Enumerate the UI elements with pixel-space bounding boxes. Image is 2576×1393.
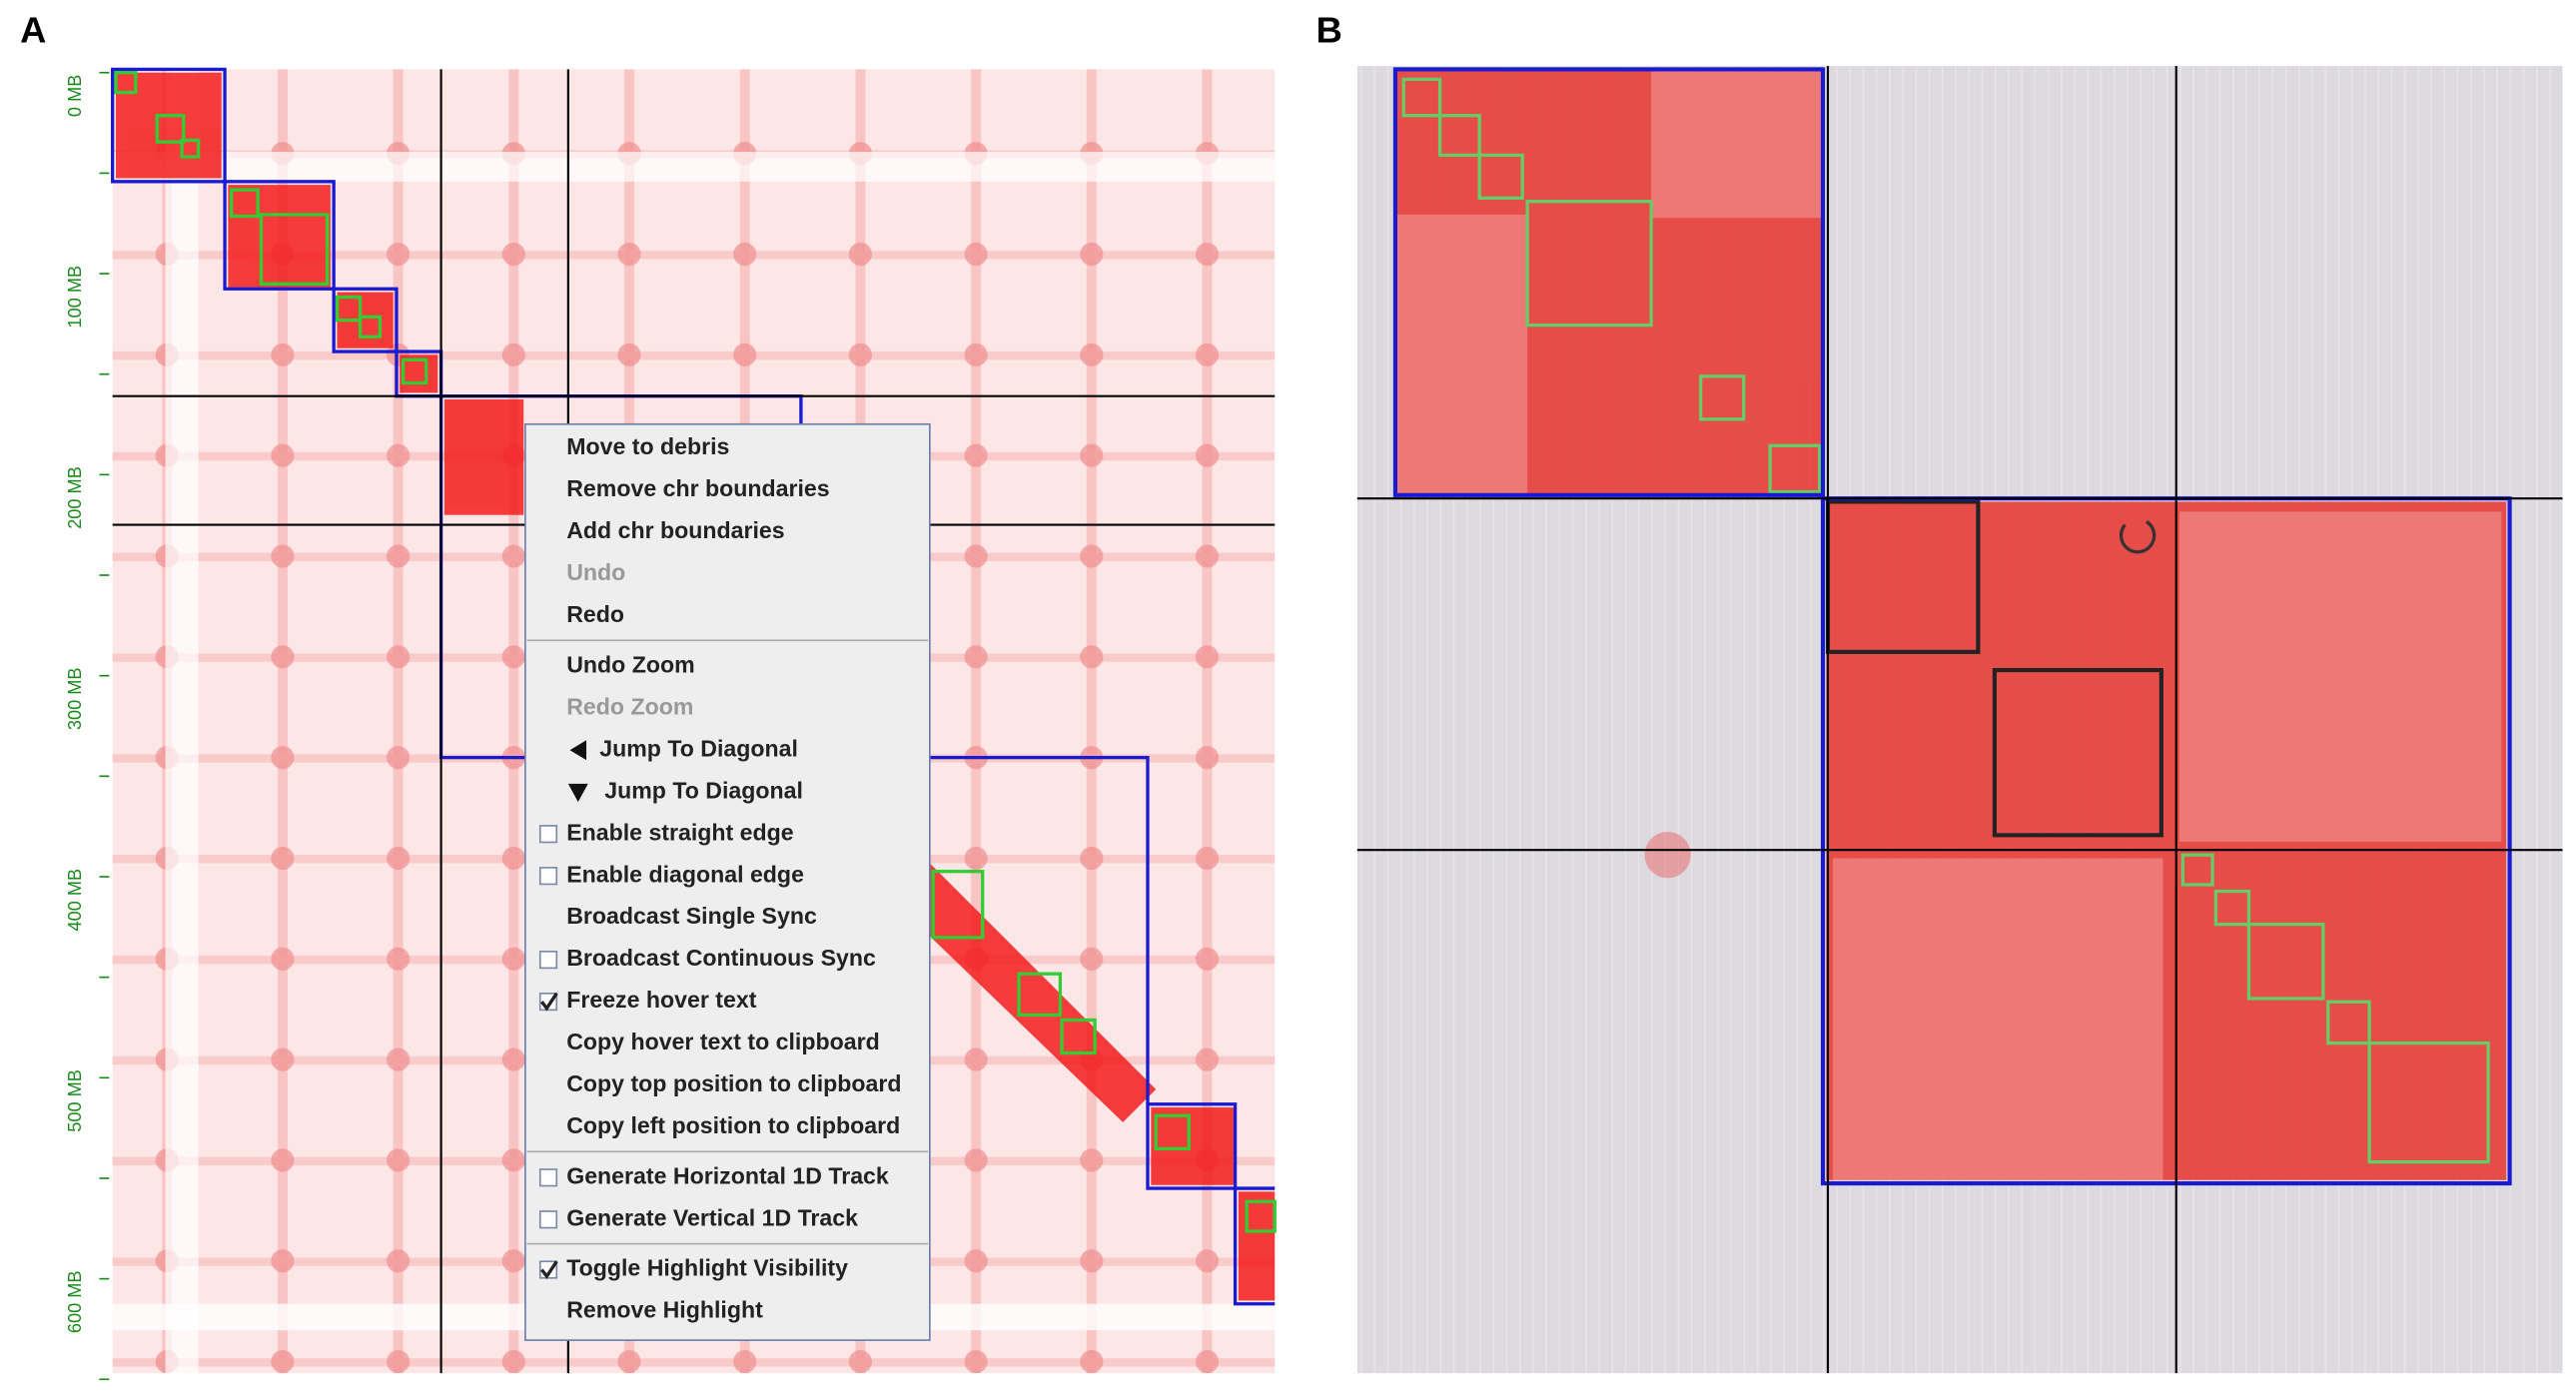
menu-item[interactable]: Jump To Diagonal: [527, 771, 929, 813]
menu-item[interactable]: Enable diagonal edge: [527, 855, 929, 897]
axis-label: 200 MB: [65, 466, 85, 529]
menu-item-label[interactable]: Jump To Diagonal: [599, 735, 798, 761]
menu-item-label[interactable]: Freeze hover text: [566, 987, 757, 1013]
checkbox[interactable]: [538, 1210, 558, 1229]
menu-item[interactable]: Undo: [527, 553, 929, 595]
menu-item[interactable]: Generate Horizontal 1D Track: [527, 1156, 929, 1198]
menu-item-label[interactable]: Redo: [566, 601, 624, 627]
menu-item-label[interactable]: Generate Horizontal 1D Track: [566, 1162, 889, 1188]
axis-label: 500 MB: [65, 1069, 85, 1132]
menu-item-label[interactable]: Broadcast Continuous Sync: [566, 945, 876, 971]
menu-item-label[interactable]: Copy hover text to clipboard: [566, 1029, 880, 1054]
panel-label: B: [1316, 10, 1342, 51]
menu-item[interactable]: Copy hover text to clipboard: [527, 1023, 929, 1064]
menu-item[interactable]: Redo: [527, 595, 929, 637]
checkbox[interactable]: [538, 825, 558, 844]
axis-label: 400 MB: [65, 869, 85, 932]
menu-item[interactable]: Freeze hover text: [527, 981, 929, 1023]
axis-label: 100 MB: [65, 266, 85, 329]
arrow-icon: [569, 740, 587, 761]
menu-item-label[interactable]: Generate Vertical 1D Track: [566, 1204, 858, 1230]
arrow-icon: [567, 783, 588, 803]
axis-label: 600 MB: [65, 1270, 85, 1333]
menu-item-label[interactable]: Move to debris: [566, 433, 729, 459]
menu-item-label[interactable]: Copy top position to clipboard: [566, 1070, 901, 1096]
menu-item-label[interactable]: Toggle Highlight Visibility: [566, 1255, 848, 1281]
menu-item[interactable]: Jump To Diagonal: [527, 729, 929, 771]
checkbox[interactable]: [538, 951, 558, 970]
checkbox[interactable]: [538, 867, 558, 886]
menu-item[interactable]: Move to debris: [527, 427, 929, 469]
menu-item-label[interactable]: Undo: [566, 559, 625, 585]
menu-item[interactable]: Generate Vertical 1D Track: [527, 1198, 929, 1240]
menu-item-label[interactable]: Enable straight edge: [566, 819, 794, 845]
menu-item[interactable]: Enable straight edge: [527, 813, 929, 855]
menu-item-label[interactable]: Add chr boundaries: [566, 517, 784, 543]
menu-item-label[interactable]: Jump To Diagonal: [604, 777, 803, 803]
checkmark[interactable]: [540, 1260, 558, 1280]
menu-item[interactable]: Copy top position to clipboard: [527, 1064, 929, 1106]
menu-item[interactable]: Broadcast Continuous Sync: [527, 939, 929, 981]
menu-item[interactable]: Broadcast Single Sync: [527, 897, 929, 939]
menu-item-label[interactable]: Redo Zoom: [566, 693, 693, 719]
menu-item[interactable]: Add chr boundaries: [527, 511, 929, 553]
menu-item-label[interactable]: Remove Highlight: [566, 1297, 763, 1323]
menu-item-label[interactable]: Enable diagonal edge: [566, 861, 804, 887]
menu-item-label[interactable]: Broadcast Single Sync: [566, 903, 817, 929]
heatmap-b: [1356, 66, 2563, 1374]
axis-label: 300 MB: [65, 667, 85, 730]
menu-item[interactable]: Remove chr boundaries: [527, 469, 929, 511]
menu-item-label[interactable]: Undo Zoom: [566, 651, 694, 677]
menu-item[interactable]: Copy left position to clipboard: [527, 1106, 929, 1148]
menu-item[interactable]: Remove Highlight: [527, 1291, 929, 1333]
axis-label: 0 MB: [65, 75, 85, 117]
panel-label: A: [20, 10, 46, 51]
context-menu[interactable]: Move to debris Remove chr boundaries Add c…: [524, 422, 931, 1341]
menu-background: [524, 422, 931, 1341]
checkbox[interactable]: [538, 1168, 558, 1187]
checkmark[interactable]: [540, 992, 558, 1012]
menu-item[interactable]: Toggle Highlight Visibility: [527, 1249, 929, 1291]
menu-item[interactable]: Redo Zoom: [527, 687, 929, 729]
menu-item-label[interactable]: Remove chr boundaries: [566, 475, 829, 501]
menu-item-label[interactable]: Copy left position to clipboard: [566, 1112, 900, 1138]
menu-item[interactable]: Undo Zoom: [527, 645, 929, 687]
